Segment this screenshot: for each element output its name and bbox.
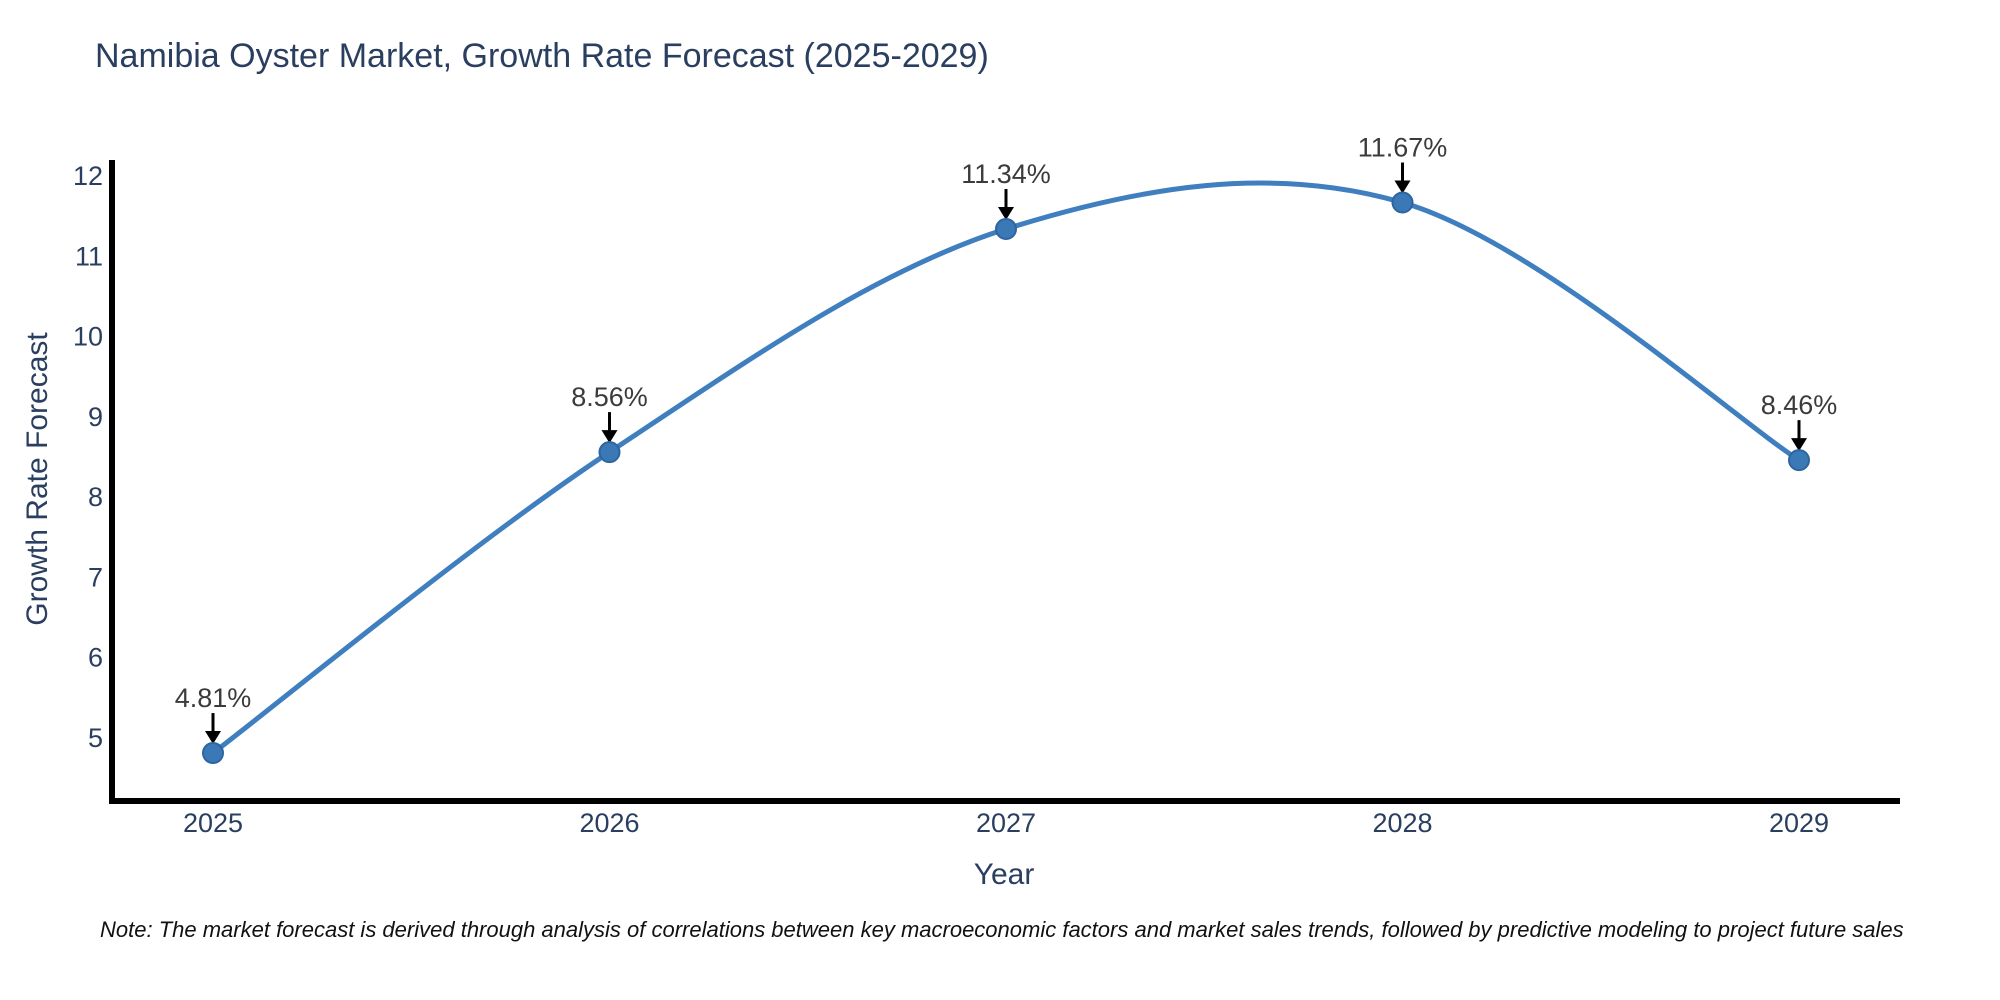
y-tick-label: 8 (88, 482, 103, 512)
x-axis-line (109, 798, 1900, 804)
point-annotation-label: 11.34% (961, 159, 1051, 189)
point-annotation-label: 8.56% (571, 382, 648, 412)
chart-title: Namibia Oyster Market, Growth Rate Forec… (95, 37, 989, 75)
y-tick-label: 6 (88, 643, 103, 673)
y-tick-label: 10 (73, 322, 103, 352)
point-annotation-label: 8.46% (1761, 390, 1838, 420)
data-point-marker[interactable] (995, 218, 1017, 241)
annotation-arrowhead-icon (1394, 180, 1411, 194)
point-annotation-label: 11.67% (1358, 133, 1448, 163)
y-tick-label: 12 (73, 161, 103, 191)
annotation-arrowhead-icon (1791, 438, 1807, 452)
annotation-arrowhead-icon (998, 207, 1014, 221)
annotation-arrowhead-icon (205, 731, 221, 745)
x-axis-title: Year (973, 858, 1035, 891)
y-tick-label: 11 (75, 241, 103, 271)
x-tick-label: 2025 (183, 808, 243, 838)
y-tick-label: 5 (88, 723, 103, 753)
y-tick-label: 9 (88, 402, 103, 432)
y-axis-line (109, 160, 115, 804)
point-annotation-label: 4.81% (175, 683, 252, 713)
x-tick-label: 2026 (579, 808, 639, 838)
forecast-line (210, 180, 1802, 756)
y-axis-title: Growth Rate Forecast (21, 332, 54, 626)
data-point-marker[interactable] (1788, 449, 1810, 472)
x-tick-label: 2028 (1372, 808, 1432, 838)
data-point-marker[interactable] (202, 742, 224, 765)
y-tick-label: 7 (88, 562, 103, 592)
x-tick-label: 2027 (976, 808, 1036, 838)
x-tick-label: 2029 (1769, 808, 1829, 838)
footnote: Note: The market forecast is derived thr… (100, 917, 1904, 942)
data-point-marker[interactable] (1391, 191, 1414, 214)
annotation-arrowhead-icon (601, 430, 618, 444)
data-point-marker[interactable] (598, 441, 621, 464)
